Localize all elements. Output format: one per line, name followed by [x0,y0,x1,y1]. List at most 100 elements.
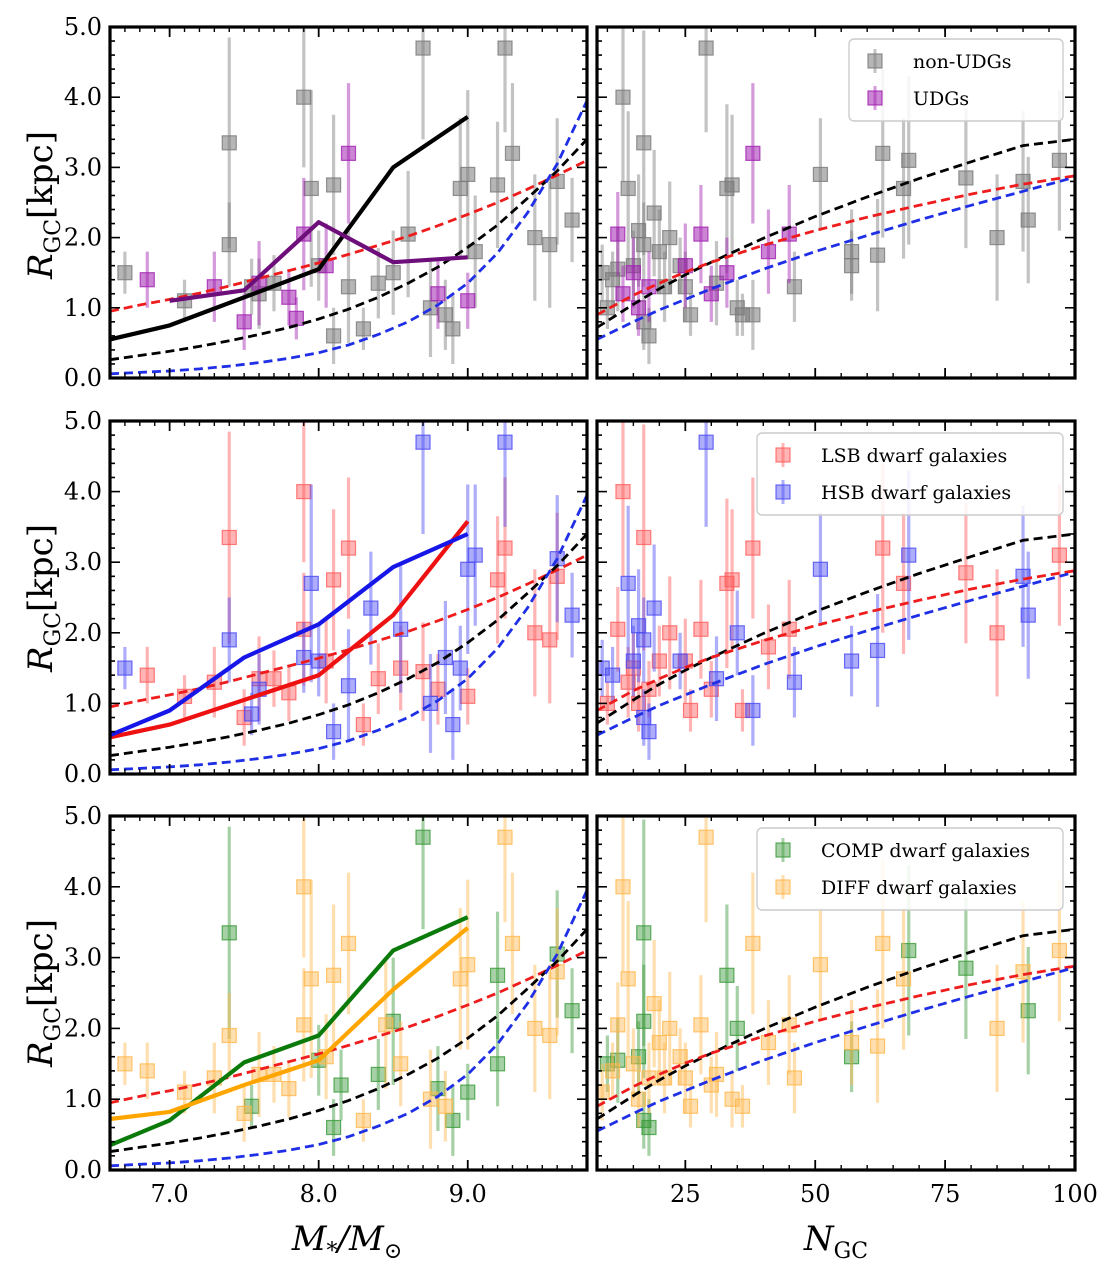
data-point [901,152,917,168]
data-point [281,1080,297,1097]
data-point [504,935,521,952]
model-curve-fit-black [597,927,1075,1121]
series-udgs [610,83,797,336]
legend: COMP dwarf galaxies DIFF dwarf galaxies [756,827,1064,911]
data-point [760,1034,777,1051]
data-point [564,212,580,228]
data-point [719,967,735,983]
data-point [729,625,745,641]
data-point [296,879,312,895]
y-axis-title-row-1: RGC[kpc] [21,131,66,280]
data-point [460,561,476,577]
data-point [610,261,626,277]
data-point [625,265,641,281]
data-point [662,230,678,246]
data-point [467,244,483,260]
model-curve-fit-black [597,532,1075,725]
svg-text:RGC[kpc]: RGC[kpc] [21,131,66,280]
panel-frame [595,419,1077,776]
data-point [497,40,513,56]
data-point [445,716,461,733]
data-point [221,135,237,151]
y-tick-label: 5.0 [64,13,102,41]
data-point [542,237,558,253]
data-point [636,1112,652,1129]
data-point [333,1077,349,1093]
data-point [325,724,342,740]
data-point [1020,607,1036,623]
data-point [745,307,761,323]
data-point [636,925,652,941]
data-point [221,1027,237,1044]
data-point [340,145,357,161]
data-point [1051,942,1068,959]
plot-area [110,816,587,1168]
y-tick-label: 5.0 [64,802,102,830]
data-point [786,1070,803,1086]
data-point [895,180,912,197]
data-point [325,1119,342,1136]
data-point [698,40,714,56]
data-point [311,653,327,669]
legend-box [848,38,1064,122]
model-curve-fit-blue [597,966,1075,1133]
x-tick-label: 7.0 [151,1180,189,1208]
axis-ticks [109,26,588,379]
data-point [625,1056,641,1072]
model-curve-fit-black [597,137,1075,329]
plot-area [110,421,587,772]
data-point [288,310,304,326]
series-hsb-dwarf-galaxies [597,421,1036,760]
y-tick-label: 4.0 [64,873,102,901]
data-point [296,484,312,500]
data-point [445,1112,461,1129]
model-curve-fit-red [110,949,587,1105]
trend-line-non-udgs [110,115,469,342]
panel-frame [595,814,1077,1172]
data-point [460,293,476,309]
data-point [989,625,1005,641]
data-point [901,547,917,563]
data-point [677,1070,693,1086]
data-point [636,529,652,546]
legend-marker [775,842,791,858]
data-point [1051,152,1068,168]
data-point [615,89,631,105]
data-point [641,724,657,740]
data-point [989,1020,1005,1037]
x-tick-label: 100 [1052,1180,1098,1208]
data-point [415,40,431,56]
x-tick-label: 75 [930,1180,961,1208]
data-point [489,177,506,193]
legend-marker [867,90,883,106]
data-point [875,540,891,556]
y-tick-label: 2.0 [64,224,102,252]
data-point [139,272,155,288]
x-tick-label: 9.0 [449,1180,487,1208]
legend-label: DIFF dwarf galaxies [821,877,1017,899]
plot-area [597,816,1075,1156]
data-point [303,971,319,987]
data-point [745,540,761,556]
legend-marker [775,447,791,463]
data-point [385,265,401,281]
data-point [452,180,468,197]
data-point [325,967,342,983]
legend-box [756,432,1064,516]
legend-label: LSB dwarf galaxies [821,445,1007,467]
data-point [221,237,237,253]
data-point [693,1017,709,1033]
data-point [437,307,453,323]
data-point [437,1098,453,1114]
panel-r3-mass: 0.0 1.0 2.0 3.0 4.0 5.0 7.0 8.0 9.0 [64,802,589,1208]
data-point [430,681,446,697]
data-point [672,1049,688,1065]
x-tick-label: 50 [800,1180,831,1208]
plot-area [110,27,587,376]
data-point [958,565,974,581]
data-point [497,829,513,845]
data-point [646,600,662,616]
model-curve-fit-blue [110,100,587,376]
data-point [901,942,917,959]
data-point [266,671,282,687]
